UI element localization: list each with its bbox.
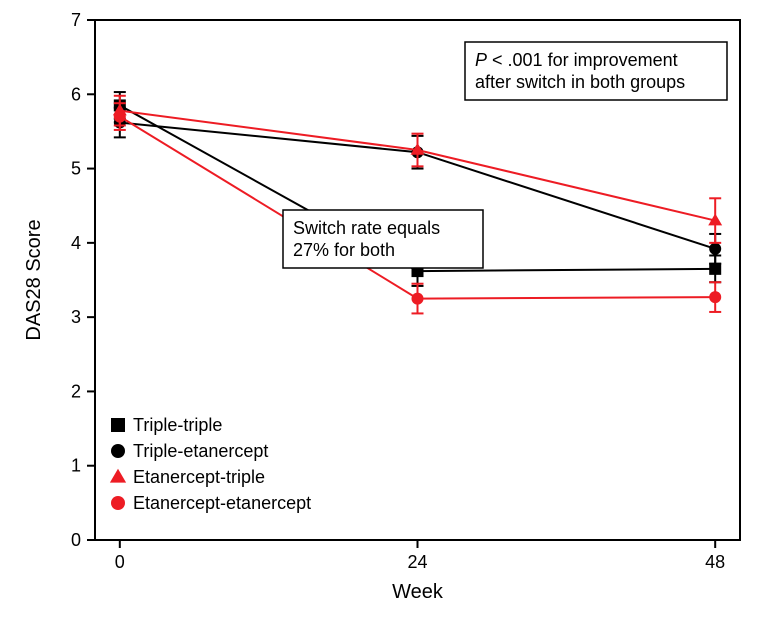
chart-container: 0 1 2 3 4 5 6 7 0 24 48 Week DAS28 Score Switch rate …	[0, 0, 767, 617]
svg-text:Switch rate equals: Switch rate equals	[293, 218, 440, 238]
line-chart: 0 1 2 3 4 5 6 7 0 24 48 Week DAS28 Score Switch rate …	[0, 0, 767, 617]
y-tick-label: 5	[71, 159, 81, 179]
legend-item-etanercept-triple: Etanercept-triple	[133, 467, 265, 487]
y-tick-label: 4	[71, 233, 81, 253]
y-axis-label: DAS28 Score	[23, 219, 45, 340]
y-tick-label: 0	[71, 530, 81, 550]
x-tick-label: 0	[115, 552, 125, 572]
y-tick-label: 7	[71, 10, 81, 30]
x-tick-label: 24	[407, 552, 427, 572]
y-tick-label: 6	[71, 84, 81, 104]
x-tick-label: 48	[705, 552, 725, 572]
legend-item-triple-triple: Triple-triple	[133, 415, 222, 435]
svg-text:after switch in both groups: after switch in both groups	[475, 72, 685, 92]
svg-text:P < .001 for improvement: P < .001 for improvement	[475, 50, 678, 70]
y-tick-label: 3	[71, 307, 81, 327]
svg-text:27% for both: 27% for both	[293, 240, 395, 260]
y-tick-label: 2	[71, 381, 81, 401]
legend-item-etanercept-etanercept: Etanercept-etanercept	[133, 493, 311, 513]
legend-item-triple-etanercept: Triple-etanercept	[133, 441, 268, 461]
y-tick-label: 1	[71, 456, 81, 476]
x-axis-label: Week	[392, 581, 444, 603]
